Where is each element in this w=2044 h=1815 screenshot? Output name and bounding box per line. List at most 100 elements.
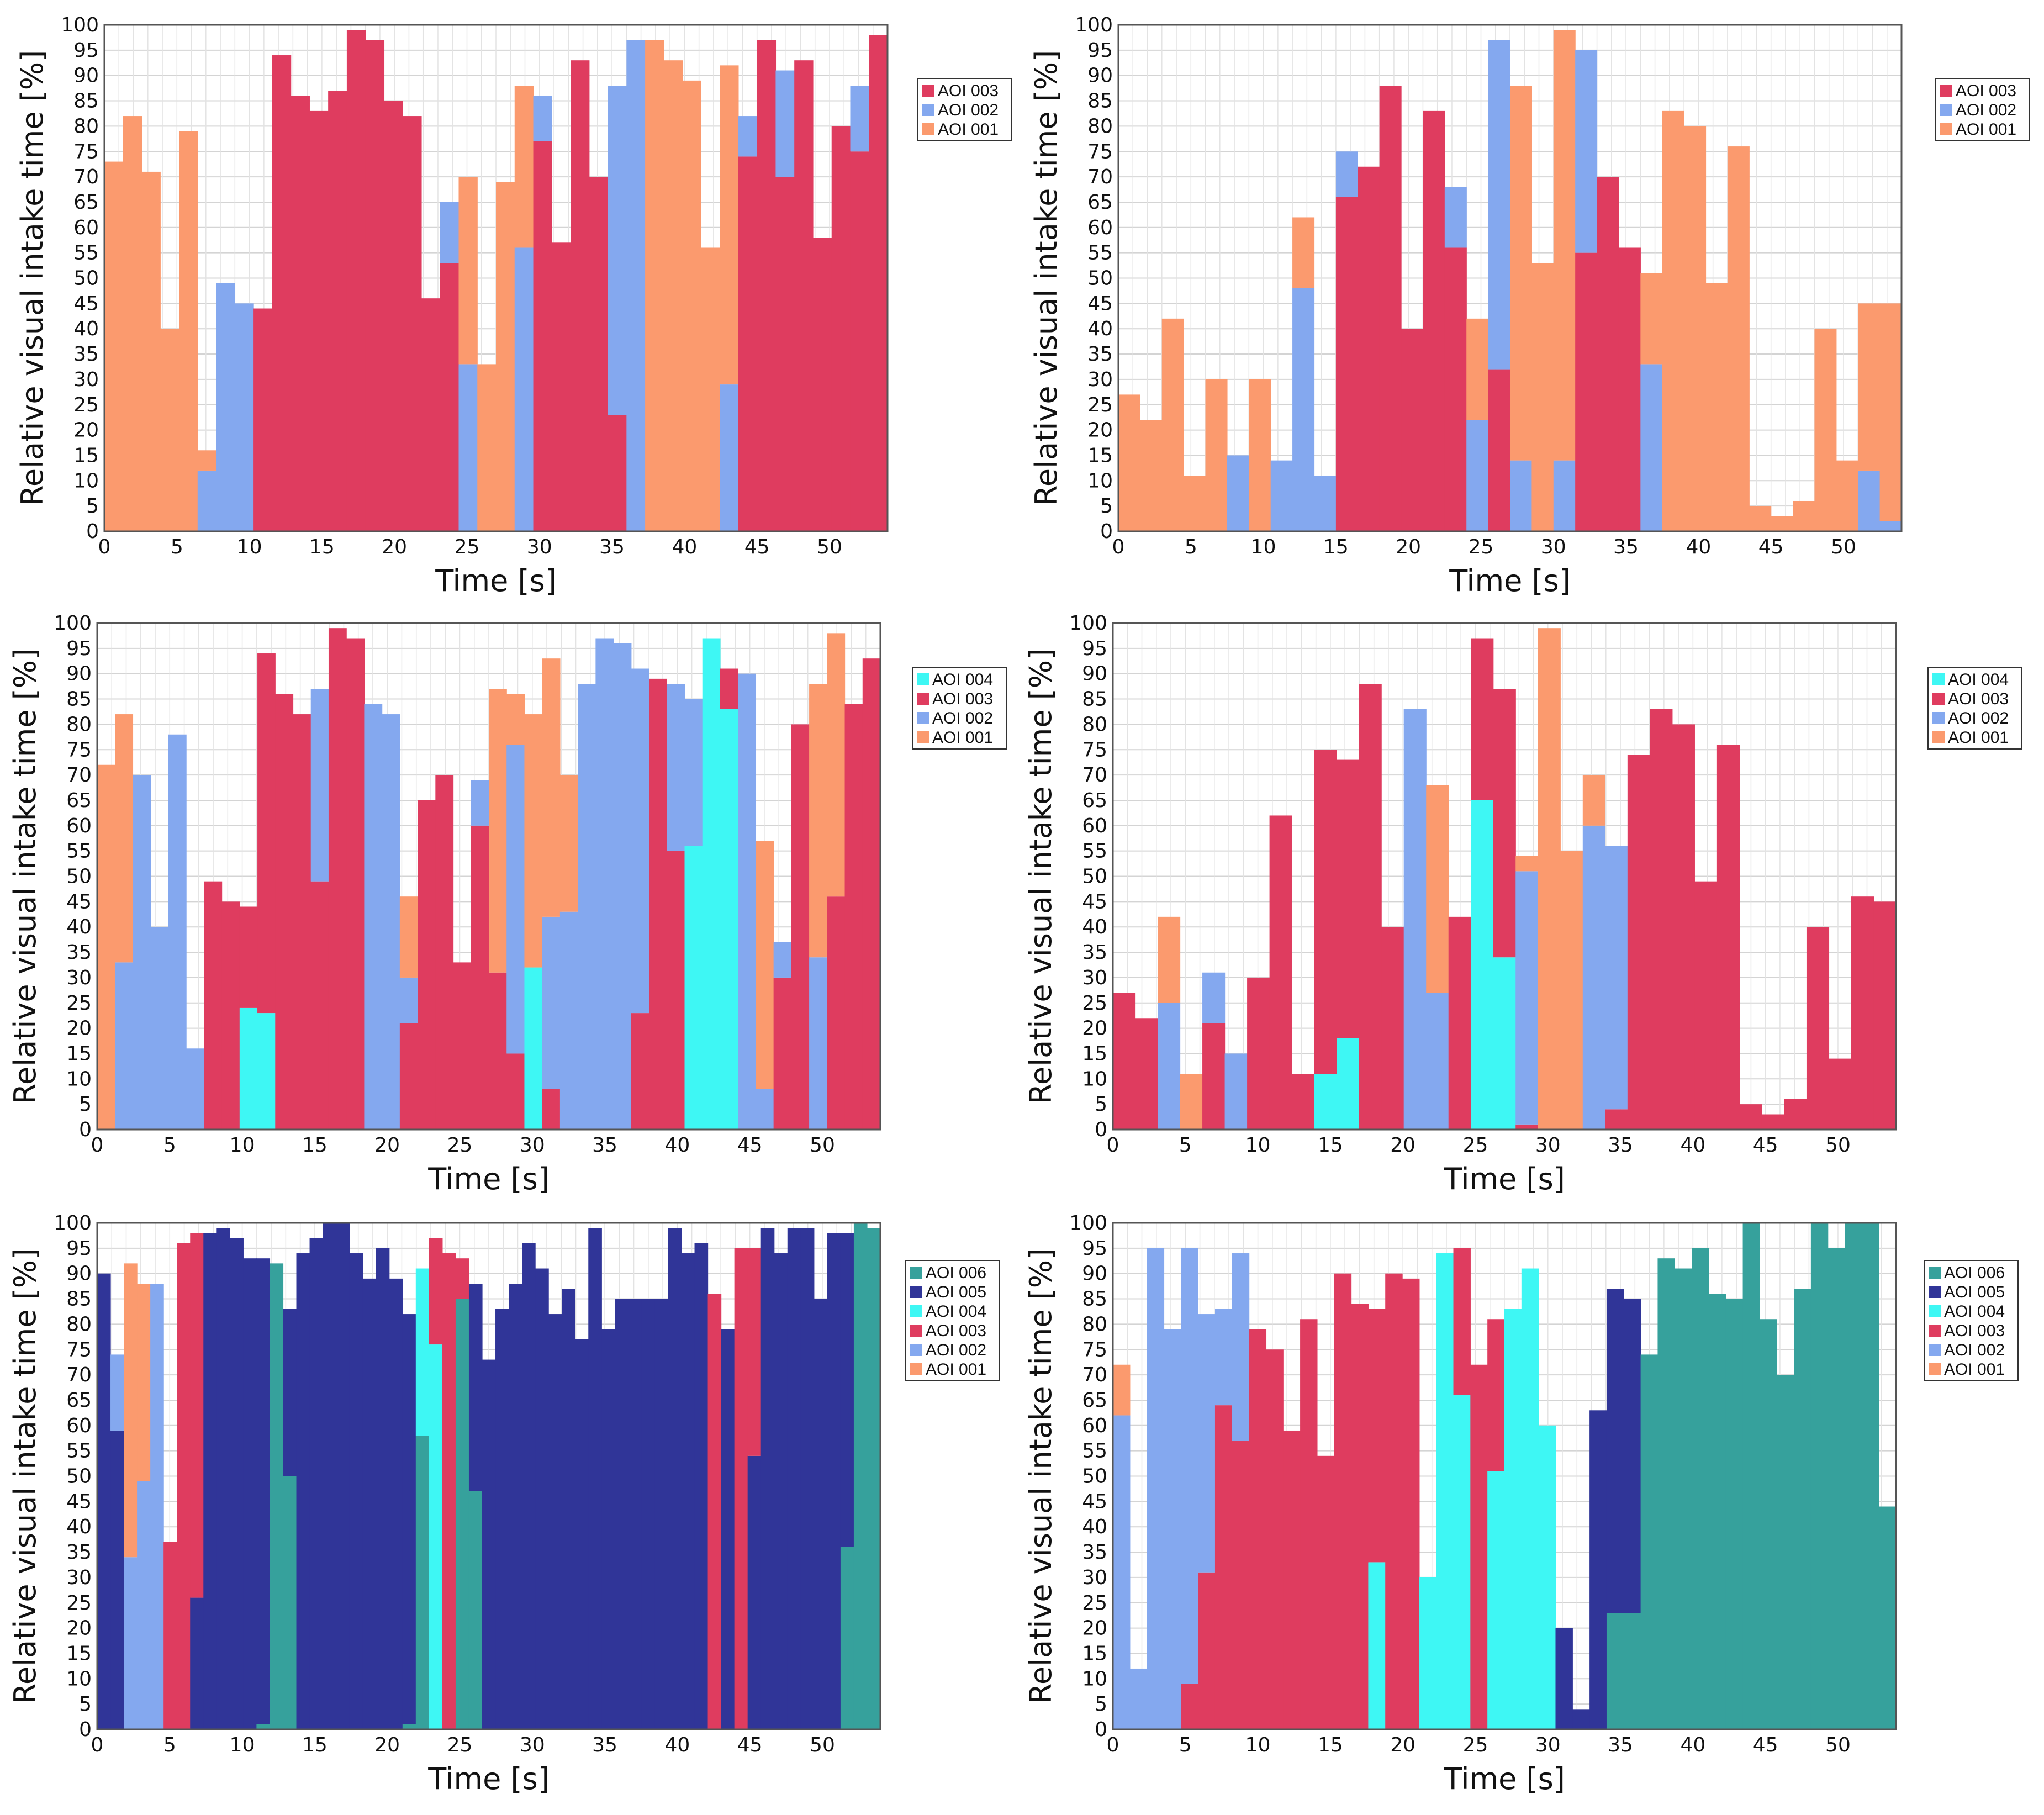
x-axis-label: Time [s] (1443, 1162, 1565, 1196)
x-tick-label: 0 (1112, 536, 1125, 558)
x-tick-label: 0 (1107, 1734, 1119, 1756)
bar-segment-aoi-003 (471, 825, 489, 1130)
bar-segment-aoi-004 (1493, 957, 1516, 1130)
x-axis-label: Time [s] (1449, 563, 1571, 598)
bar-segment-aoi-001 (1771, 516, 1793, 531)
y-tick-label: 5 (1095, 1693, 1107, 1716)
y-tick-label: 95 (66, 637, 92, 660)
bar-segment-aoi-006 (867, 1228, 881, 1729)
x-tick-label: 15 (302, 1134, 328, 1157)
bar-segment-aoi-001 (1858, 303, 1881, 471)
bar-segment-aoi-003 (571, 60, 590, 531)
y-tick-label: 45 (66, 890, 92, 913)
bar-segment-aoi-001 (1426, 785, 1449, 993)
bar-segment-aoi-005 (349, 1253, 363, 1729)
legend-label: AOI 003 (1956, 82, 2016, 100)
bar-segment-aoi-003 (177, 1243, 191, 1729)
bar-segment-aoi-003 (1269, 815, 1292, 1130)
bar-segment-aoi-005 (110, 1430, 124, 1729)
bar-segment-aoi-002 (458, 364, 478, 531)
bars (1113, 628, 1897, 1130)
bar-segment-aoi-005 (641, 1299, 656, 1729)
bar-segment-aoi-002 (684, 699, 703, 846)
bar-segment-aoi-002 (1214, 1309, 1233, 1406)
bar-segment-aoi-003 (1335, 197, 1358, 531)
bar-segment-aoi-003 (1368, 1309, 1386, 1563)
y-tick-label: 50 (66, 866, 92, 888)
bar-segment-aoi-003 (1314, 750, 1337, 1074)
x-tick-label: 35 (1613, 536, 1639, 558)
bar-segment-aoi-003 (1493, 689, 1516, 958)
x-tick-label: 35 (592, 1734, 617, 1756)
bar-segment-aoi-005 (814, 1299, 828, 1729)
bar-segment-aoi-005 (468, 1284, 483, 1492)
bar-segment-aoi-002 (578, 684, 596, 1130)
bar-segment-aoi-002 (1198, 1314, 1216, 1573)
bar-segment-aoi-005 (694, 1243, 709, 1729)
bar-segment-aoi-003 (489, 972, 507, 1130)
y-tick-label: 80 (1082, 713, 1107, 736)
y-tick-label: 40 (73, 318, 99, 340)
bar-segment-aoi-005 (336, 1223, 350, 1729)
x-tick-label: 50 (1825, 1134, 1851, 1157)
chart-6: 0510152025303540455055606570758085909510… (1023, 1212, 2019, 1796)
bar-segment-aoi-002 (631, 668, 649, 1014)
bar-segment-aoi-003 (1487, 1319, 1505, 1471)
bar-segment-aoi-006 (402, 1724, 416, 1729)
bar-segment-aoi-005 (216, 1228, 230, 1729)
bar-segment-aoi-004 (1337, 1038, 1360, 1130)
y-tick-label: 45 (1087, 292, 1113, 315)
y-tick-label: 90 (66, 1263, 92, 1285)
x-tick-label: 50 (817, 536, 842, 558)
y-tick-label: 10 (66, 1668, 92, 1690)
bar-segment-aoi-003 (1423, 110, 1445, 531)
bar-segment-aoi-002 (124, 1557, 138, 1729)
y-tick-label: 95 (66, 1237, 92, 1260)
bar-segment-aoi-005 (323, 1223, 337, 1729)
y-tick-label: 70 (66, 1364, 92, 1386)
legend-label: AOI 001 (926, 1360, 986, 1379)
y-tick-label: 90 (1082, 1263, 1107, 1285)
y-tick-label: 60 (66, 815, 92, 837)
bar-segment-aoi-002 (720, 384, 739, 531)
y-tick-label: 25 (73, 394, 99, 416)
bar-segment-aoi-002 (1181, 1248, 1198, 1684)
bar-segment-aoi-002 (1444, 187, 1467, 248)
legend-box (1924, 1260, 2019, 1381)
y-tick-label: 50 (1082, 866, 1107, 888)
bar-segment-aoi-001 (1249, 379, 1271, 531)
y-axis-label: Relative visual intake time [%] (8, 1248, 43, 1704)
legend-label: AOI 003 (932, 690, 993, 708)
x-tick-label: 20 (1396, 536, 1421, 558)
y-tick-label: 80 (66, 713, 92, 736)
bar-segment-aoi-005 (296, 1253, 310, 1729)
bar-segment-aoi-003 (1739, 1104, 1762, 1130)
bar-segment-aoi-001 (1158, 916, 1181, 1003)
bar-segment-aoi-005 (1572, 1709, 1590, 1729)
bar-segment-aoi-003 (608, 415, 627, 531)
y-tick-label: 85 (1082, 688, 1107, 711)
y-tick-label: 65 (66, 1389, 92, 1412)
bar-segment-aoi-002 (1403, 709, 1427, 1130)
x-tick-label: 20 (382, 536, 407, 558)
bar-segment-aoi-001 (123, 116, 142, 531)
bar-segment-aoi-005 (1623, 1299, 1641, 1613)
x-tick-label: 40 (1680, 1134, 1705, 1157)
y-tick-label: 20 (66, 1017, 92, 1040)
legend-swatch (1929, 1325, 1941, 1337)
y-tick-label: 40 (66, 1516, 92, 1538)
bar-segment-aoi-002 (168, 734, 187, 1130)
x-tick-label: 20 (374, 1134, 400, 1157)
y-tick-label: 40 (66, 916, 92, 938)
legend-swatch (1932, 693, 1945, 705)
bar-segment-aoi-006 (1708, 1294, 1726, 1729)
x-tick-label: 35 (599, 536, 625, 558)
y-tick-label: 55 (66, 840, 92, 863)
bar-segment-aoi-003 (204, 881, 223, 1130)
bar-segment-aoi-005 (1555, 1628, 1573, 1729)
y-tick-label: 30 (1082, 967, 1107, 989)
bar-segment-aoi-006 (455, 1299, 469, 1729)
x-tick-label: 10 (230, 1134, 255, 1157)
bar-segment-aoi-001 (827, 633, 846, 897)
